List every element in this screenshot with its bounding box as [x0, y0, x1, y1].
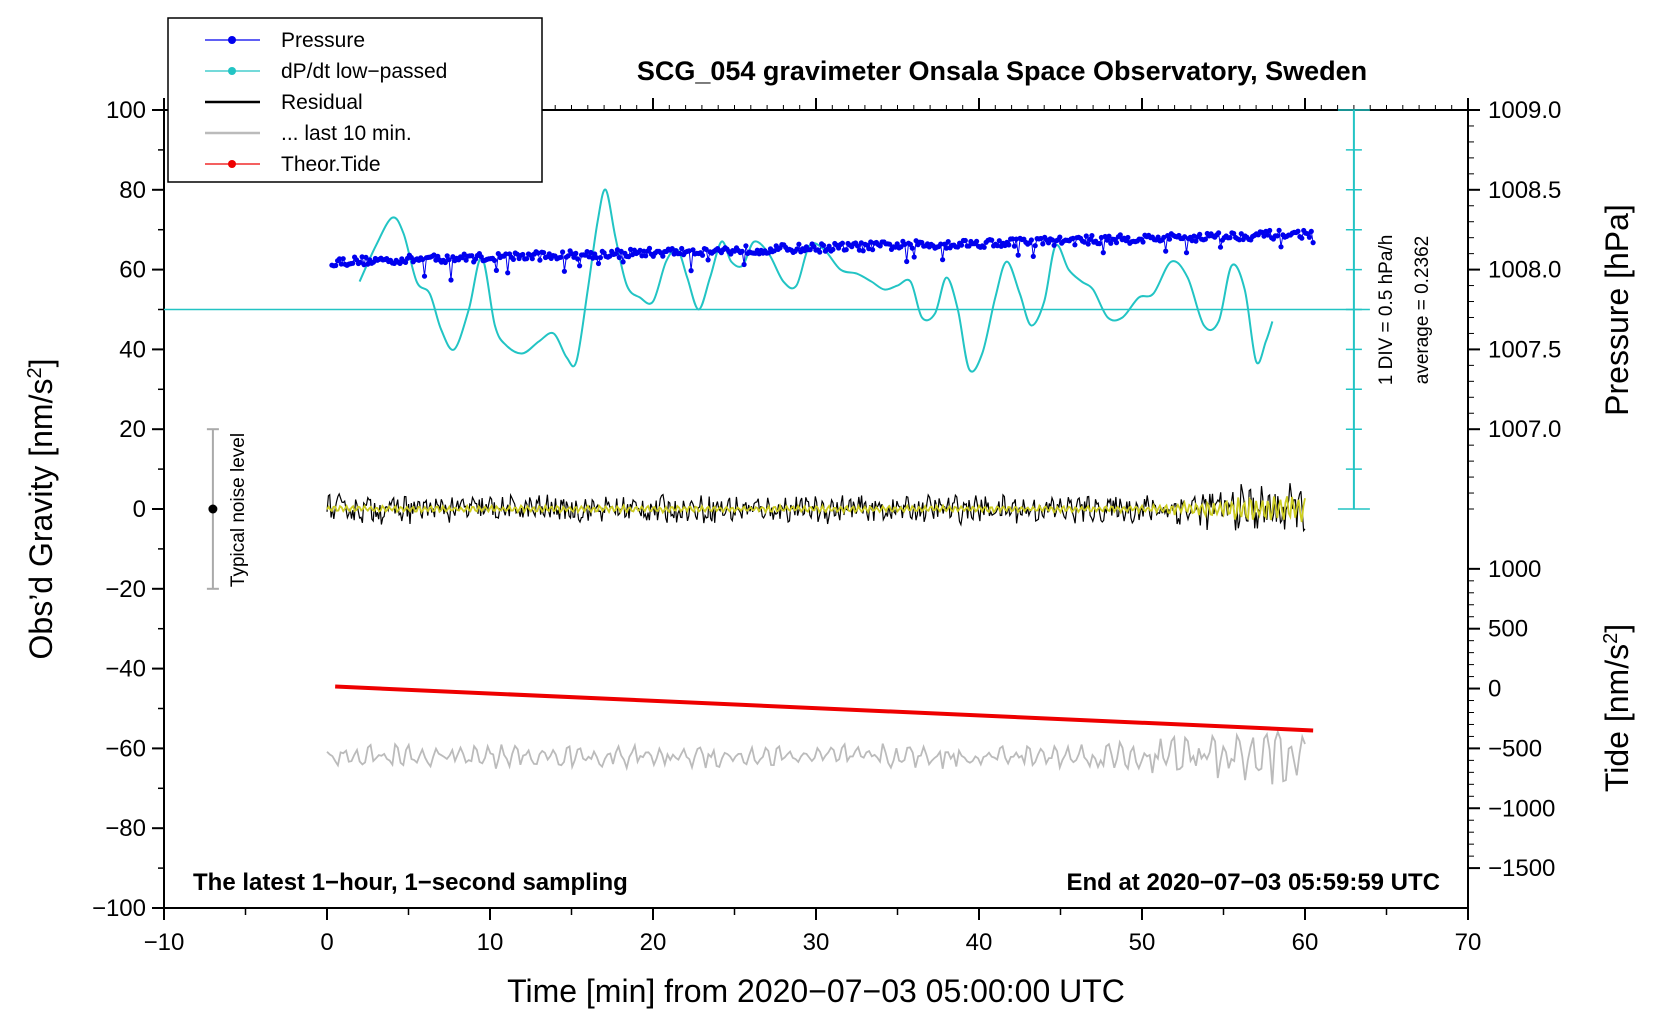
- dpdt-line: [358, 188, 1274, 373]
- legend-label-1: dP/dt low−passed: [281, 60, 447, 83]
- pressure-tick-label: 1008.0: [1488, 257, 1561, 284]
- pressure-tick-label: 1008.5: [1488, 177, 1561, 204]
- y-tick-label: 0: [133, 496, 146, 523]
- last-10-min-line: [326, 729, 1306, 785]
- tide-tick-label: 0: [1488, 676, 1501, 703]
- y-axis-ticks: −100 −80 −60 −40 −20 0 20 40 60 80 100: [92, 97, 164, 922]
- residual-smoothed-line: [326, 496, 1306, 523]
- x-tick-label: 20: [640, 929, 667, 956]
- dpdt-series: [358, 188, 1274, 373]
- legend-dot-4: [228, 160, 236, 168]
- x-tick-label: 0: [320, 929, 333, 956]
- tide-tick-label: −1500: [1488, 855, 1555, 882]
- y-tick-label: 80: [119, 177, 146, 204]
- x-axis-ticks: −10 0 10 20 30 40 50 60 70: [144, 908, 1482, 956]
- x-tick-label: 40: [966, 929, 993, 956]
- dpdt-division-label: 1 DIV = 0.5 hPa/h: [1376, 235, 1397, 386]
- x-tick-label: 60: [1292, 929, 1319, 956]
- y-tick-label: −40: [105, 656, 146, 683]
- tide-tick-label: 1000: [1488, 556, 1541, 583]
- legend-label-3: ... last 10 min.: [281, 122, 412, 145]
- y-tick-label: 20: [119, 416, 146, 443]
- legend-label-0: Pressure: [281, 29, 365, 52]
- tide-series: [335, 684, 1314, 733]
- y-tick-label: −100: [92, 895, 146, 922]
- dpdt-average-label: average = 0.2362: [1412, 236, 1433, 384]
- tide-tick-label: −500: [1488, 735, 1542, 762]
- noise-level-label: Typical noise level: [228, 433, 249, 587]
- x-tick-label: 50: [1129, 929, 1156, 956]
- x-tick-label: 70: [1455, 929, 1482, 956]
- legend-label-2: Residual: [281, 91, 363, 114]
- tide-axis-ticks: −1500 −1000 −500 0 500 1000: [1468, 556, 1555, 882]
- x-tick-label: 10: [477, 929, 504, 956]
- y-tick-label: 60: [119, 257, 146, 284]
- end-time-note: End at 2020−07−03 05:59:59 UTC: [1066, 869, 1440, 896]
- pressure-line: [331, 228, 1314, 281]
- y-tick-label: 40: [119, 336, 146, 363]
- y-tick-label: −20: [105, 576, 146, 603]
- legend: Pressure dP/dt low−passed Residual ... last…: [167, 17, 543, 183]
- legend-dot-0: [228, 36, 236, 44]
- y-tick-label: 100: [106, 97, 146, 124]
- y-tick-label: −80: [105, 815, 146, 842]
- residual-series: [326, 483, 1306, 533]
- tide-axis-title: Tide [nm/s2]: [1599, 624, 1635, 792]
- sampling-note: The latest 1−hour, 1−second sampling: [193, 869, 628, 896]
- pressure-tick-label: 1007.0: [1488, 416, 1561, 443]
- pressure-axis-title: Pressure [hPa]: [1599, 204, 1635, 416]
- pressure-tick-label: 1007.5: [1488, 336, 1561, 363]
- y-tick-label: −60: [105, 735, 146, 762]
- chart-title: SCG_054 gravimeter Onsala Space Observat…: [637, 56, 1367, 86]
- legend-dot-1: [228, 67, 236, 75]
- tide-tick-label: 500: [1488, 616, 1528, 643]
- x-tick-label: −10: [144, 929, 185, 956]
- pressure-series: [329, 227, 1316, 283]
- noise-level-bar: [206, 428, 219, 590]
- x-axis-title: Time [min] from 2020−07−03 05:00:00 UTC: [507, 973, 1125, 1009]
- residual-line: [326, 483, 1306, 533]
- pressure-tick-label: 1009.0: [1488, 97, 1561, 124]
- y-axis-title: Obs’d Gravity [nm/s2]: [23, 359, 59, 660]
- pressure-axis-ticks: 1007.0 1007.5 1008.0 1008.5 1009.0: [1468, 97, 1561, 510]
- noise-bar-center-dot: [208, 504, 218, 514]
- dpdt-scale-bar: [164, 109, 1370, 510]
- last-10-min-series: [326, 729, 1306, 785]
- tide-line: [335, 684, 1314, 733]
- legend-box: [167, 17, 543, 183]
- x-tick-label: 30: [803, 929, 830, 956]
- legend-label-4: Theor.Tide: [281, 153, 381, 176]
- tide-tick-label: −1000: [1488, 795, 1555, 822]
